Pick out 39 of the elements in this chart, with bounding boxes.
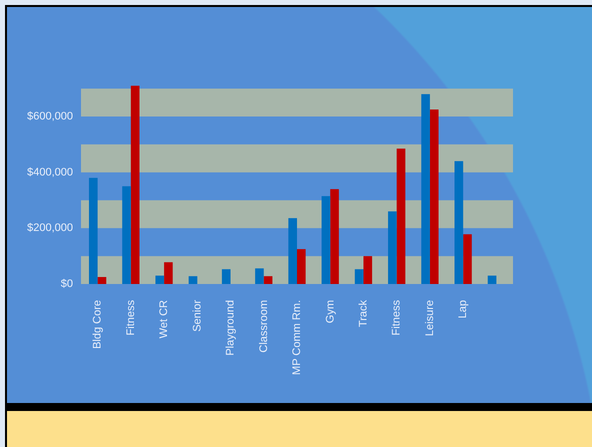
x-tick-label: Fitness: [124, 300, 137, 336]
bar: [454, 161, 464, 284]
x-tick-label: Playground: [224, 300, 237, 356]
x-tick-label: Gym: [324, 300, 336, 324]
bar: [130, 86, 140, 284]
bar: [288, 218, 297, 284]
bar: [354, 269, 364, 284]
y-tick-label: $0: [60, 278, 73, 290]
y-tick-label: $200,000: [27, 222, 73, 234]
bar: [488, 276, 496, 284]
bar: [222, 269, 231, 284]
bar: [430, 110, 439, 284]
x-tick-label: Bldg Core: [92, 300, 104, 349]
bar: [421, 94, 430, 284]
bar: [255, 268, 264, 284]
x-tick-label: Leisure: [424, 300, 436, 336]
y-tick-label: $600,000: [27, 110, 73, 123]
bar: [297, 249, 306, 284]
x-tick-label: Fitness: [390, 300, 403, 336]
bar: [330, 189, 339, 284]
bar: [463, 234, 472, 284]
bar: [396, 148, 406, 284]
x-tick-label: Classroom: [258, 300, 270, 353]
bar: [363, 256, 372, 284]
bar: [264, 276, 272, 284]
bar: [98, 277, 106, 284]
bar: [122, 186, 131, 284]
x-tick-label: Senior: [191, 300, 204, 332]
x-tick-label: MP Comm Rm.: [291, 300, 304, 375]
x-tick-label: Track: [357, 300, 370, 328]
bar: [188, 276, 198, 284]
x-tick-label: Lap: [457, 300, 470, 318]
bar: [322, 196, 330, 284]
bar: [164, 262, 173, 284]
x-tick-label: Wet CR: [158, 300, 170, 338]
bar: [388, 211, 397, 284]
bar: [155, 276, 164, 284]
bar: [88, 178, 98, 284]
y-tick-label: $400,000: [27, 166, 73, 178]
